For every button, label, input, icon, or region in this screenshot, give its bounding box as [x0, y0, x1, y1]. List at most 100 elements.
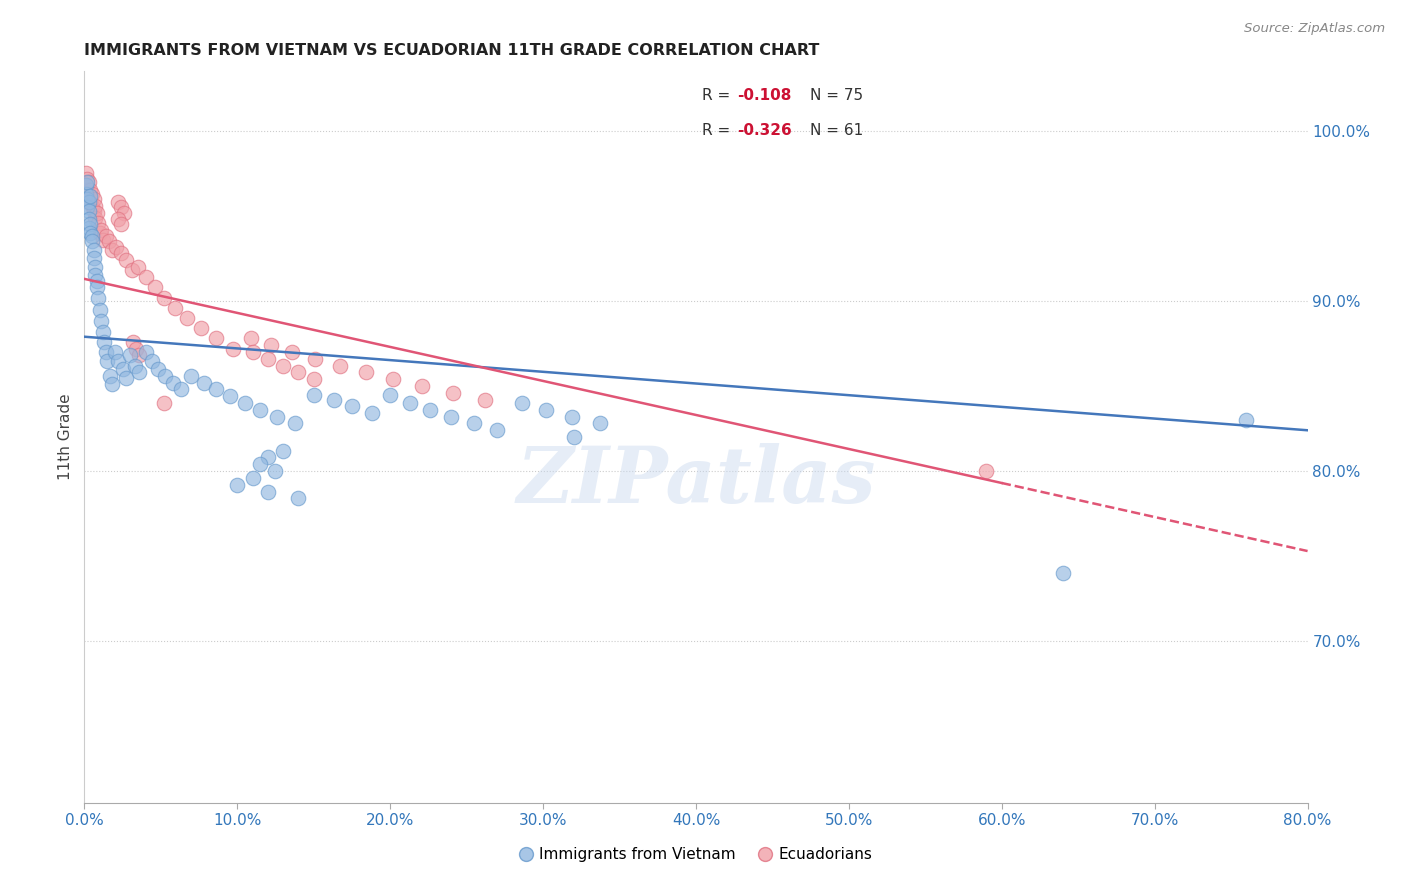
Point	[233, 396, 256, 410]
Point	[76, 192, 98, 206]
Point	[77, 195, 100, 210]
Point	[281, 345, 304, 359]
Point	[360, 406, 382, 420]
Point	[77, 220, 100, 235]
Point	[110, 218, 132, 232]
Point	[89, 226, 111, 240]
Point	[97, 235, 120, 249]
Point	[80, 199, 103, 213]
Text: -0.326: -0.326	[738, 123, 793, 138]
Point	[121, 263, 143, 277]
Point	[90, 314, 112, 328]
Point	[75, 178, 97, 193]
Point	[380, 387, 402, 401]
Point	[163, 301, 186, 315]
Point	[83, 203, 105, 218]
Point	[287, 491, 309, 506]
Point	[114, 370, 136, 384]
Point	[226, 477, 249, 491]
Point	[107, 195, 129, 210]
Point	[135, 270, 157, 285]
Point	[76, 175, 98, 189]
Point	[302, 387, 325, 401]
Point	[90, 222, 112, 236]
Point	[287, 366, 309, 380]
Point	[80, 235, 103, 249]
Point	[127, 260, 149, 274]
Point	[419, 402, 441, 417]
Text: R =: R =	[702, 123, 730, 138]
Text: Source: ZipAtlas.com: Source: ZipAtlas.com	[1244, 22, 1385, 36]
Point	[79, 218, 101, 232]
Point	[94, 229, 117, 244]
Point	[1052, 566, 1074, 581]
Point	[340, 400, 363, 414]
Point	[1236, 413, 1258, 427]
Point	[240, 331, 263, 345]
Text: R =: R =	[702, 88, 730, 103]
Point	[83, 192, 105, 206]
Text: ZIPatlas: ZIPatlas	[516, 442, 876, 519]
Point	[257, 450, 280, 465]
Point	[170, 383, 193, 397]
Point	[101, 243, 124, 257]
Point	[180, 368, 202, 383]
Point	[86, 274, 108, 288]
Point	[76, 171, 98, 186]
Point	[96, 353, 118, 368]
Point	[87, 216, 110, 230]
Point	[249, 402, 271, 417]
Point	[110, 246, 132, 260]
Point	[94, 345, 117, 359]
Point	[221, 342, 243, 356]
Point	[441, 385, 464, 400]
Point	[80, 229, 103, 244]
Point	[440, 409, 463, 424]
Point	[104, 345, 127, 359]
Point	[79, 226, 101, 240]
Point	[76, 183, 98, 197]
Point	[77, 186, 100, 201]
Point	[75, 186, 97, 201]
Point	[155, 368, 177, 383]
Point	[266, 409, 288, 424]
Point	[86, 205, 108, 219]
Point	[162, 376, 184, 390]
Point	[976, 464, 998, 478]
Point	[77, 203, 100, 218]
Point	[93, 334, 115, 349]
Point	[114, 253, 136, 268]
Point	[79, 188, 101, 202]
Point	[382, 372, 405, 386]
Point	[271, 359, 294, 373]
Point	[302, 372, 325, 386]
Point	[91, 233, 114, 247]
Point	[284, 417, 307, 431]
Point	[260, 338, 283, 352]
Point	[101, 377, 124, 392]
Point	[128, 348, 150, 362]
Point	[249, 458, 271, 472]
Point	[218, 389, 240, 403]
Point	[534, 402, 557, 417]
Point	[79, 195, 101, 210]
Point	[190, 321, 212, 335]
Point	[77, 175, 100, 189]
Point	[83, 252, 105, 266]
Point	[107, 353, 129, 368]
Point	[110, 201, 132, 215]
Point	[120, 348, 142, 362]
Point	[75, 178, 97, 193]
Point	[111, 362, 134, 376]
Point	[474, 392, 496, 407]
Point	[322, 392, 344, 407]
Point	[80, 186, 103, 201]
Point	[588, 417, 610, 431]
Point	[153, 291, 176, 305]
Point	[91, 325, 114, 339]
Point	[205, 331, 228, 345]
Point	[153, 396, 176, 410]
Point	[112, 205, 135, 219]
Point	[124, 359, 146, 373]
Point	[75, 166, 97, 180]
